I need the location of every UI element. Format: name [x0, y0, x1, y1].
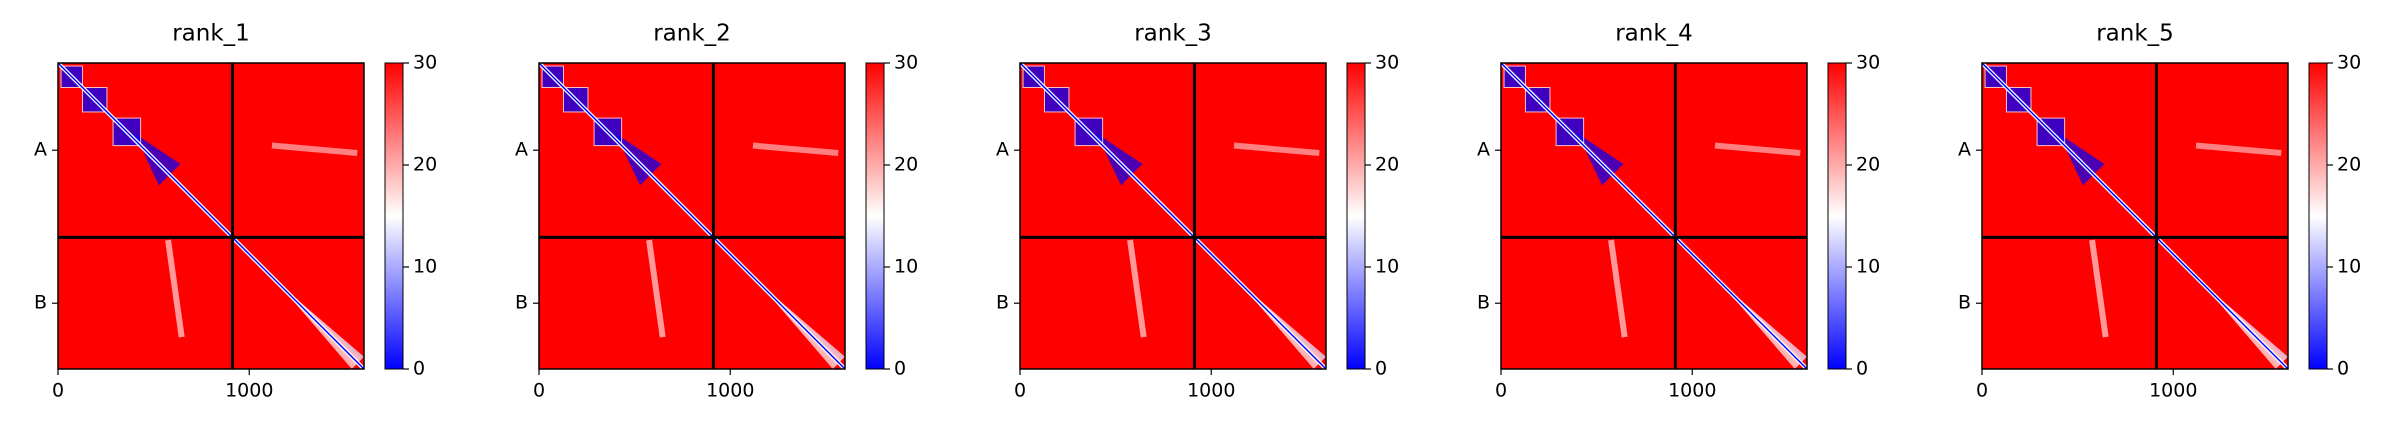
- chart-title: rank_1: [172, 21, 250, 47]
- y-tick-label: A: [996, 139, 1009, 161]
- y-tick-label: B: [34, 292, 47, 314]
- x-tick-label: 0: [52, 380, 64, 402]
- colorbar-tick-label: 30: [1375, 52, 1399, 74]
- heatmap-stripe: [165, 239, 185, 338]
- y-tick-label: A: [34, 139, 47, 161]
- plot-frame: [1019, 62, 1327, 370]
- colorbar-tick-label: 10: [1856, 256, 1880, 278]
- colorbar: [384, 62, 404, 370]
- heatmap-stripe: [1714, 142, 1801, 157]
- y-tick-label: B: [1958, 292, 1971, 314]
- colorbar-tick-label: 0: [1375, 358, 1387, 380]
- y-tick-label: A: [1477, 139, 1490, 161]
- colorbar-tick-label: 30: [2337, 52, 2361, 74]
- x-tick-label: 1000: [1187, 380, 1235, 402]
- plot-frame: [57, 62, 365, 370]
- heatmap-stripe: [752, 142, 839, 157]
- colorbar-tick-label: 20: [413, 154, 437, 176]
- heatmap-diagonal: [1981, 62, 2289, 370]
- x-tick-label: 0: [1495, 380, 1507, 402]
- colorbar-tick-label: 10: [2337, 256, 2361, 278]
- heatmap-stripe: [2195, 142, 2282, 157]
- colorbar-tick-label: 30: [413, 52, 437, 74]
- y-tick-label: B: [1477, 292, 1490, 314]
- plot-frame: [1500, 62, 1808, 370]
- heatmap-stripe: [646, 239, 666, 338]
- x-tick-label: 0: [533, 380, 545, 402]
- colorbar-tick-label: 0: [1856, 358, 1868, 380]
- heatmap-stripe: [1608, 239, 1628, 338]
- heatmap-diagonal: [57, 62, 365, 370]
- x-tick-label: 1000: [706, 380, 754, 402]
- heatmap-diagonal: [538, 62, 846, 370]
- chart-title: rank_2: [653, 21, 731, 47]
- colorbar-tick-label: 10: [1375, 256, 1399, 278]
- colorbar-tick-label: 20: [2337, 154, 2361, 176]
- colorbar-tick-label: 0: [2337, 358, 2349, 380]
- colorbar-tick-label: 20: [894, 154, 918, 176]
- colorbar-tick-label: 0: [413, 358, 425, 380]
- y-tick-label: A: [515, 139, 528, 161]
- x-tick-label: 0: [1976, 380, 1988, 402]
- heatmap-stripe: [271, 142, 358, 157]
- plot-frame: [1981, 62, 2289, 370]
- x-tick-label: 1000: [225, 380, 273, 402]
- y-tick-label: B: [996, 292, 1009, 314]
- chart-title: rank_5: [2096, 21, 2174, 47]
- y-tick-label: A: [1958, 139, 1971, 161]
- x-tick-label: 1000: [2149, 380, 2197, 402]
- heatmap-diagonal: [1500, 62, 1808, 370]
- colorbar-tick-label: 10: [413, 256, 437, 278]
- colorbar-tick-label: 30: [894, 52, 918, 74]
- colorbar: [865, 62, 885, 370]
- x-tick-label: 1000: [1668, 380, 1716, 402]
- y-tick-label: B: [515, 292, 528, 314]
- heatmap-diagonal: [1019, 62, 1327, 370]
- heatmap-stripe: [1233, 142, 1320, 157]
- colorbar-tick-label: 20: [1375, 154, 1399, 176]
- colorbar-tick-label: 20: [1856, 154, 1880, 176]
- colorbar-tick-label: 10: [894, 256, 918, 278]
- colorbar: [1346, 62, 1366, 370]
- chart-title: rank_3: [1134, 21, 1212, 47]
- colorbar: [1827, 62, 1847, 370]
- colorbar-tick-label: 30: [1856, 52, 1880, 74]
- heatmap-stripe: [1127, 239, 1147, 338]
- heatmap-stripe: [2089, 239, 2109, 338]
- x-tick-label: 0: [1014, 380, 1026, 402]
- colorbar: [2308, 62, 2328, 370]
- plot-frame: [538, 62, 846, 370]
- colorbar-tick-label: 0: [894, 358, 906, 380]
- chart-title: rank_4: [1615, 21, 1693, 47]
